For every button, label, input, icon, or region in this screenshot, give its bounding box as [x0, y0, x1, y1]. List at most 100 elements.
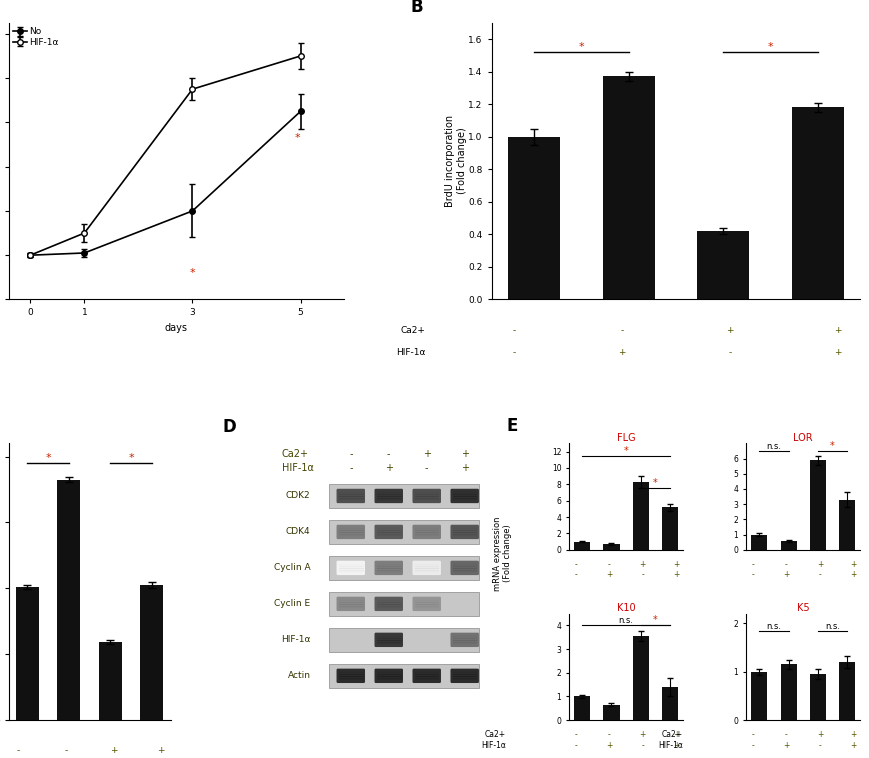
Text: +: + — [385, 463, 393, 473]
FancyBboxPatch shape — [329, 628, 479, 652]
Text: +: + — [640, 560, 646, 568]
FancyBboxPatch shape — [375, 489, 403, 503]
FancyBboxPatch shape — [450, 561, 479, 575]
FancyBboxPatch shape — [375, 561, 403, 575]
Text: +: + — [850, 741, 857, 750]
Text: *: * — [295, 133, 301, 143]
Text: -: - — [349, 463, 353, 473]
Title: FLG: FLG — [617, 433, 635, 443]
Text: -: - — [425, 463, 428, 473]
Text: -: - — [752, 730, 754, 739]
Bar — [633, 636, 649, 720]
FancyBboxPatch shape — [413, 597, 441, 611]
Text: +: + — [607, 571, 613, 579]
Text: +: + — [109, 747, 117, 755]
Text: -: - — [574, 741, 577, 750]
Bar — [780, 540, 797, 550]
Text: Cyclin E: Cyclin E — [275, 600, 310, 609]
FancyBboxPatch shape — [450, 525, 479, 539]
Text: -: - — [728, 348, 732, 357]
Text: -: - — [785, 560, 788, 568]
Bar — [57, 480, 80, 720]
FancyBboxPatch shape — [450, 489, 479, 503]
FancyBboxPatch shape — [329, 592, 479, 615]
FancyBboxPatch shape — [375, 669, 403, 683]
X-axis label: days: days — [165, 323, 188, 333]
Text: +: + — [640, 730, 646, 739]
Text: *: * — [45, 453, 51, 463]
Text: -: - — [574, 730, 577, 739]
Text: n.s.: n.s. — [825, 622, 840, 631]
Text: -: - — [574, 571, 577, 579]
Text: +: + — [850, 571, 857, 579]
Bar — [752, 672, 767, 720]
Text: *: * — [129, 453, 134, 463]
FancyBboxPatch shape — [336, 669, 365, 683]
Text: *: * — [830, 441, 835, 451]
Bar — [574, 542, 590, 550]
Text: HIF-1α: HIF-1α — [481, 741, 506, 750]
Text: HIF-1α: HIF-1α — [281, 635, 310, 644]
Bar — [752, 534, 767, 550]
Text: *: * — [653, 615, 658, 625]
Bar — [603, 544, 620, 550]
Text: +: + — [618, 348, 626, 357]
FancyBboxPatch shape — [413, 669, 441, 683]
Text: +: + — [157, 747, 164, 755]
FancyBboxPatch shape — [336, 489, 365, 503]
Text: -: - — [64, 747, 68, 755]
Text: +: + — [783, 741, 790, 750]
FancyBboxPatch shape — [375, 597, 403, 611]
Text: -: - — [574, 560, 577, 568]
Bar — [792, 108, 844, 299]
Legend: No, HIF-1α: No, HIF-1α — [13, 27, 59, 47]
Text: +: + — [607, 741, 613, 750]
Text: Ca2+: Ca2+ — [662, 730, 683, 739]
FancyBboxPatch shape — [375, 633, 403, 647]
FancyBboxPatch shape — [375, 525, 403, 539]
Text: -: - — [608, 730, 611, 739]
FancyBboxPatch shape — [329, 556, 479, 580]
Text: *: * — [624, 446, 628, 456]
FancyBboxPatch shape — [336, 561, 365, 575]
Text: HIF-1α: HIF-1α — [282, 463, 314, 473]
FancyBboxPatch shape — [329, 520, 479, 543]
Text: -: - — [641, 741, 644, 750]
Text: E: E — [506, 417, 518, 434]
Bar — [99, 642, 122, 720]
Text: mRNA expression
(Fold change): mRNA expression (Fold change) — [493, 516, 512, 590]
Text: +: + — [461, 449, 468, 459]
Text: -: - — [819, 571, 821, 579]
Text: -: - — [512, 348, 515, 357]
Bar — [697, 231, 749, 299]
Text: B: B — [410, 0, 423, 16]
Text: +: + — [817, 730, 823, 739]
Text: +: + — [673, 571, 680, 579]
Text: n.s.: n.s. — [619, 616, 634, 625]
Text: -: - — [512, 326, 515, 335]
FancyBboxPatch shape — [329, 664, 479, 688]
Text: +: + — [673, 741, 680, 750]
Bar — [508, 136, 561, 299]
Text: CDK2: CDK2 — [286, 491, 310, 500]
Bar — [810, 460, 826, 550]
Text: -: - — [349, 449, 353, 459]
Text: -: - — [17, 747, 20, 755]
Text: -: - — [387, 449, 390, 459]
Text: +: + — [461, 463, 468, 473]
FancyBboxPatch shape — [336, 525, 365, 539]
Bar — [633, 482, 649, 550]
Text: -: - — [752, 571, 754, 579]
FancyBboxPatch shape — [450, 633, 479, 647]
Text: +: + — [850, 560, 857, 568]
Text: +: + — [673, 730, 680, 739]
Text: Ca2+: Ca2+ — [401, 326, 425, 335]
Text: -: - — [785, 730, 788, 739]
Text: HIF-1α: HIF-1α — [659, 741, 683, 750]
Text: -: - — [752, 741, 754, 750]
Bar — [839, 500, 855, 550]
Text: +: + — [726, 326, 733, 335]
Text: *: * — [189, 268, 196, 278]
Bar — [603, 77, 654, 299]
Text: Actin: Actin — [288, 672, 310, 681]
